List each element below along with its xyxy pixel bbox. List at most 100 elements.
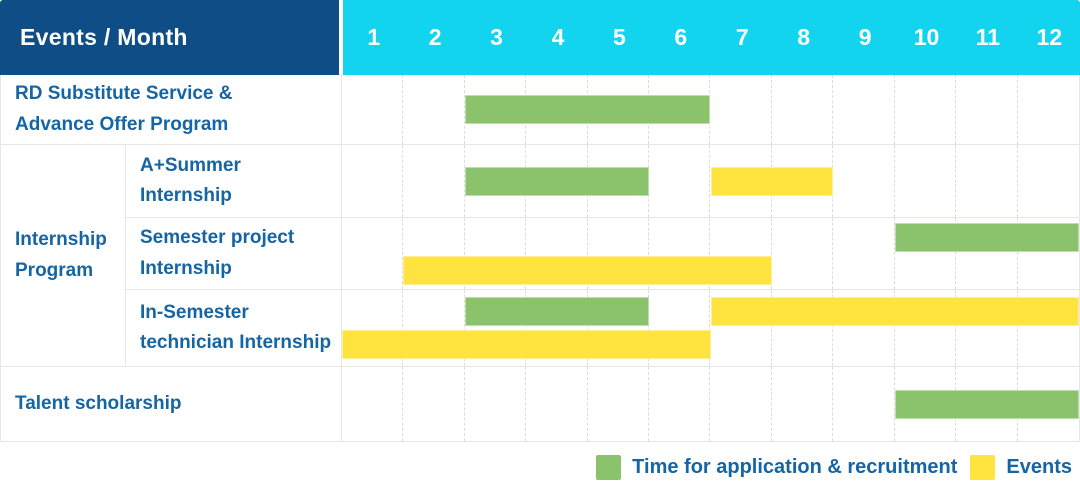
table-row-talent-scholarship: Talent scholarship [1, 367, 1079, 442]
month-grid-cell [711, 290, 772, 366]
month-grid-cell [956, 75, 1018, 144]
table-row-a-plus-summer: A+Summer Internship [126, 145, 1079, 218]
month-header-row: 1 2 3 4 5 6 7 8 9 10 11 12 [343, 0, 1080, 75]
row-label-line: A+Summer [140, 154, 241, 176]
month-grid-cell [403, 75, 465, 144]
month-grid-cell [711, 367, 772, 441]
month-grid-cell [342, 218, 404, 289]
month-header-cell: 1 [367, 24, 381, 50]
month-grid-cell [833, 218, 895, 289]
month-grid-cell [833, 145, 895, 217]
row-label-a-plus-summer: A+Summer Internship [126, 145, 342, 217]
month-grid-cell [1018, 145, 1079, 217]
month-header-cell: 6 [674, 24, 688, 50]
month-grid-cell [772, 218, 834, 289]
month-grid-cell [895, 218, 957, 289]
gantt-track-a-plus-summer [342, 145, 1079, 217]
month-grid-cell [588, 290, 650, 366]
gantt-bar-event [710, 297, 1079, 326]
table-row-rd-substitute: RD Substitute Service & Advance Offer Pr… [1, 75, 1079, 145]
row-label-line: In-Semester [140, 301, 249, 323]
table-header-row: Events / Month 1 2 3 4 5 6 7 8 9 10 11 12 [0, 0, 1080, 75]
month-header-cell: 4 [551, 24, 565, 50]
gantt-bar-event [710, 166, 834, 196]
gantt-track-talent-scholarship [342, 367, 1079, 441]
legend-label-events: Events [1006, 456, 1072, 478]
month-grid-cell [588, 367, 650, 441]
month-header-cell: 3 [490, 24, 503, 50]
gantt-bar-event [403, 255, 772, 285]
row-label-rd-substitute: RD Substitute Service & Advance Offer Pr… [1, 75, 342, 144]
month-grid-cell [526, 218, 588, 289]
month-grid-cell [342, 75, 404, 144]
legend-label-application: Time for application & recruitment [632, 456, 958, 478]
month-grid-cell [833, 75, 895, 144]
month-grid-cell [403, 218, 465, 289]
month-grid-cell [526, 290, 588, 366]
month-header-cell: 9 [858, 24, 872, 50]
month-grid-cell [526, 367, 588, 441]
legend-swatch-events-icon [970, 455, 996, 480]
gantt-bar-application [894, 389, 1079, 419]
row-label-line: Talent scholarship [15, 392, 182, 414]
table-row-in-semester-technician: In-Semester technician Internship [126, 290, 1079, 366]
month-grid-cell [956, 218, 1018, 289]
month-header-cell: 8 [797, 24, 811, 50]
month-grid-cell [649, 218, 711, 289]
group-label-line: Program [15, 259, 94, 281]
gantt-bar-application [464, 166, 650, 196]
month-header-cell: 2 [428, 24, 442, 50]
month-header-cell: 7 [735, 24, 749, 50]
month-grid-cell [342, 290, 404, 366]
month-grid-cell [833, 290, 895, 366]
month-grid-cell [956, 290, 1018, 366]
table-row-semester-project: Semester project Internship [126, 218, 1079, 290]
month-grid-cell [465, 290, 527, 366]
row-label-line: RD Substitute Service & [15, 83, 233, 105]
month-header-cell: 11 [975, 24, 1001, 50]
group-label-line: Internship [15, 229, 107, 251]
legend-swatch-application-icon [596, 455, 622, 480]
month-grid-cell [649, 145, 711, 217]
month-header-cell: 10 [913, 24, 940, 50]
row-label-line: Internship [140, 185, 232, 206]
row-label-line: Semester project [140, 227, 295, 249]
gantt-bar-application [464, 297, 650, 326]
month-header-cell: 12 [1036, 24, 1063, 50]
month-grid-cell [772, 75, 834, 144]
gantt-bar-application [894, 222, 1079, 252]
gantt-bar-application [464, 95, 711, 124]
row-label-line: technician Internship [140, 332, 332, 353]
group-subrows: A+Summer Internship Semester project Int… [126, 145, 1079, 366]
month-grid-cell [1018, 75, 1079, 144]
gantt-track-semester-project [342, 218, 1079, 289]
legend: Time for application & recruitment Event… [0, 455, 1080, 480]
month-grid-cell [403, 290, 465, 366]
month-grid-cell [711, 75, 772, 144]
header-title-cell: Events / Month [0, 0, 339, 75]
gantt-track-rd-substitute [342, 75, 1079, 144]
month-grid-cell [895, 290, 957, 366]
month-grid-cell [649, 290, 711, 366]
month-header-cell: 5 [613, 24, 626, 50]
gantt-bar-event [342, 330, 711, 359]
month-grid-cell [403, 145, 465, 217]
row-label-line: Internship [140, 257, 232, 279]
month-grid-cell [465, 218, 527, 289]
table-group-internship-program: Internship Program A+Summer Internship S… [1, 145, 1079, 367]
page-title: Events / Month [20, 24, 188, 50]
header-divider [339, 0, 343, 75]
row-label-line: Advance Offer Program [15, 113, 229, 135]
row-label-in-semester-technician: In-Semester technician Internship [126, 290, 342, 366]
gantt-track-in-semester-technician [342, 290, 1079, 366]
legend-item-application: Time for application & recruitment [596, 455, 957, 480]
month-grid-cell [895, 75, 957, 144]
month-grid-cell [342, 367, 404, 441]
month-grid-cell [342, 145, 404, 217]
month-grid-cell [711, 218, 772, 289]
row-label-semester-project: Semester project Internship [126, 218, 342, 289]
row-label-talent-scholarship: Talent scholarship [1, 367, 342, 441]
month-grid-cell [895, 145, 957, 217]
month-grid-cell [772, 290, 834, 366]
